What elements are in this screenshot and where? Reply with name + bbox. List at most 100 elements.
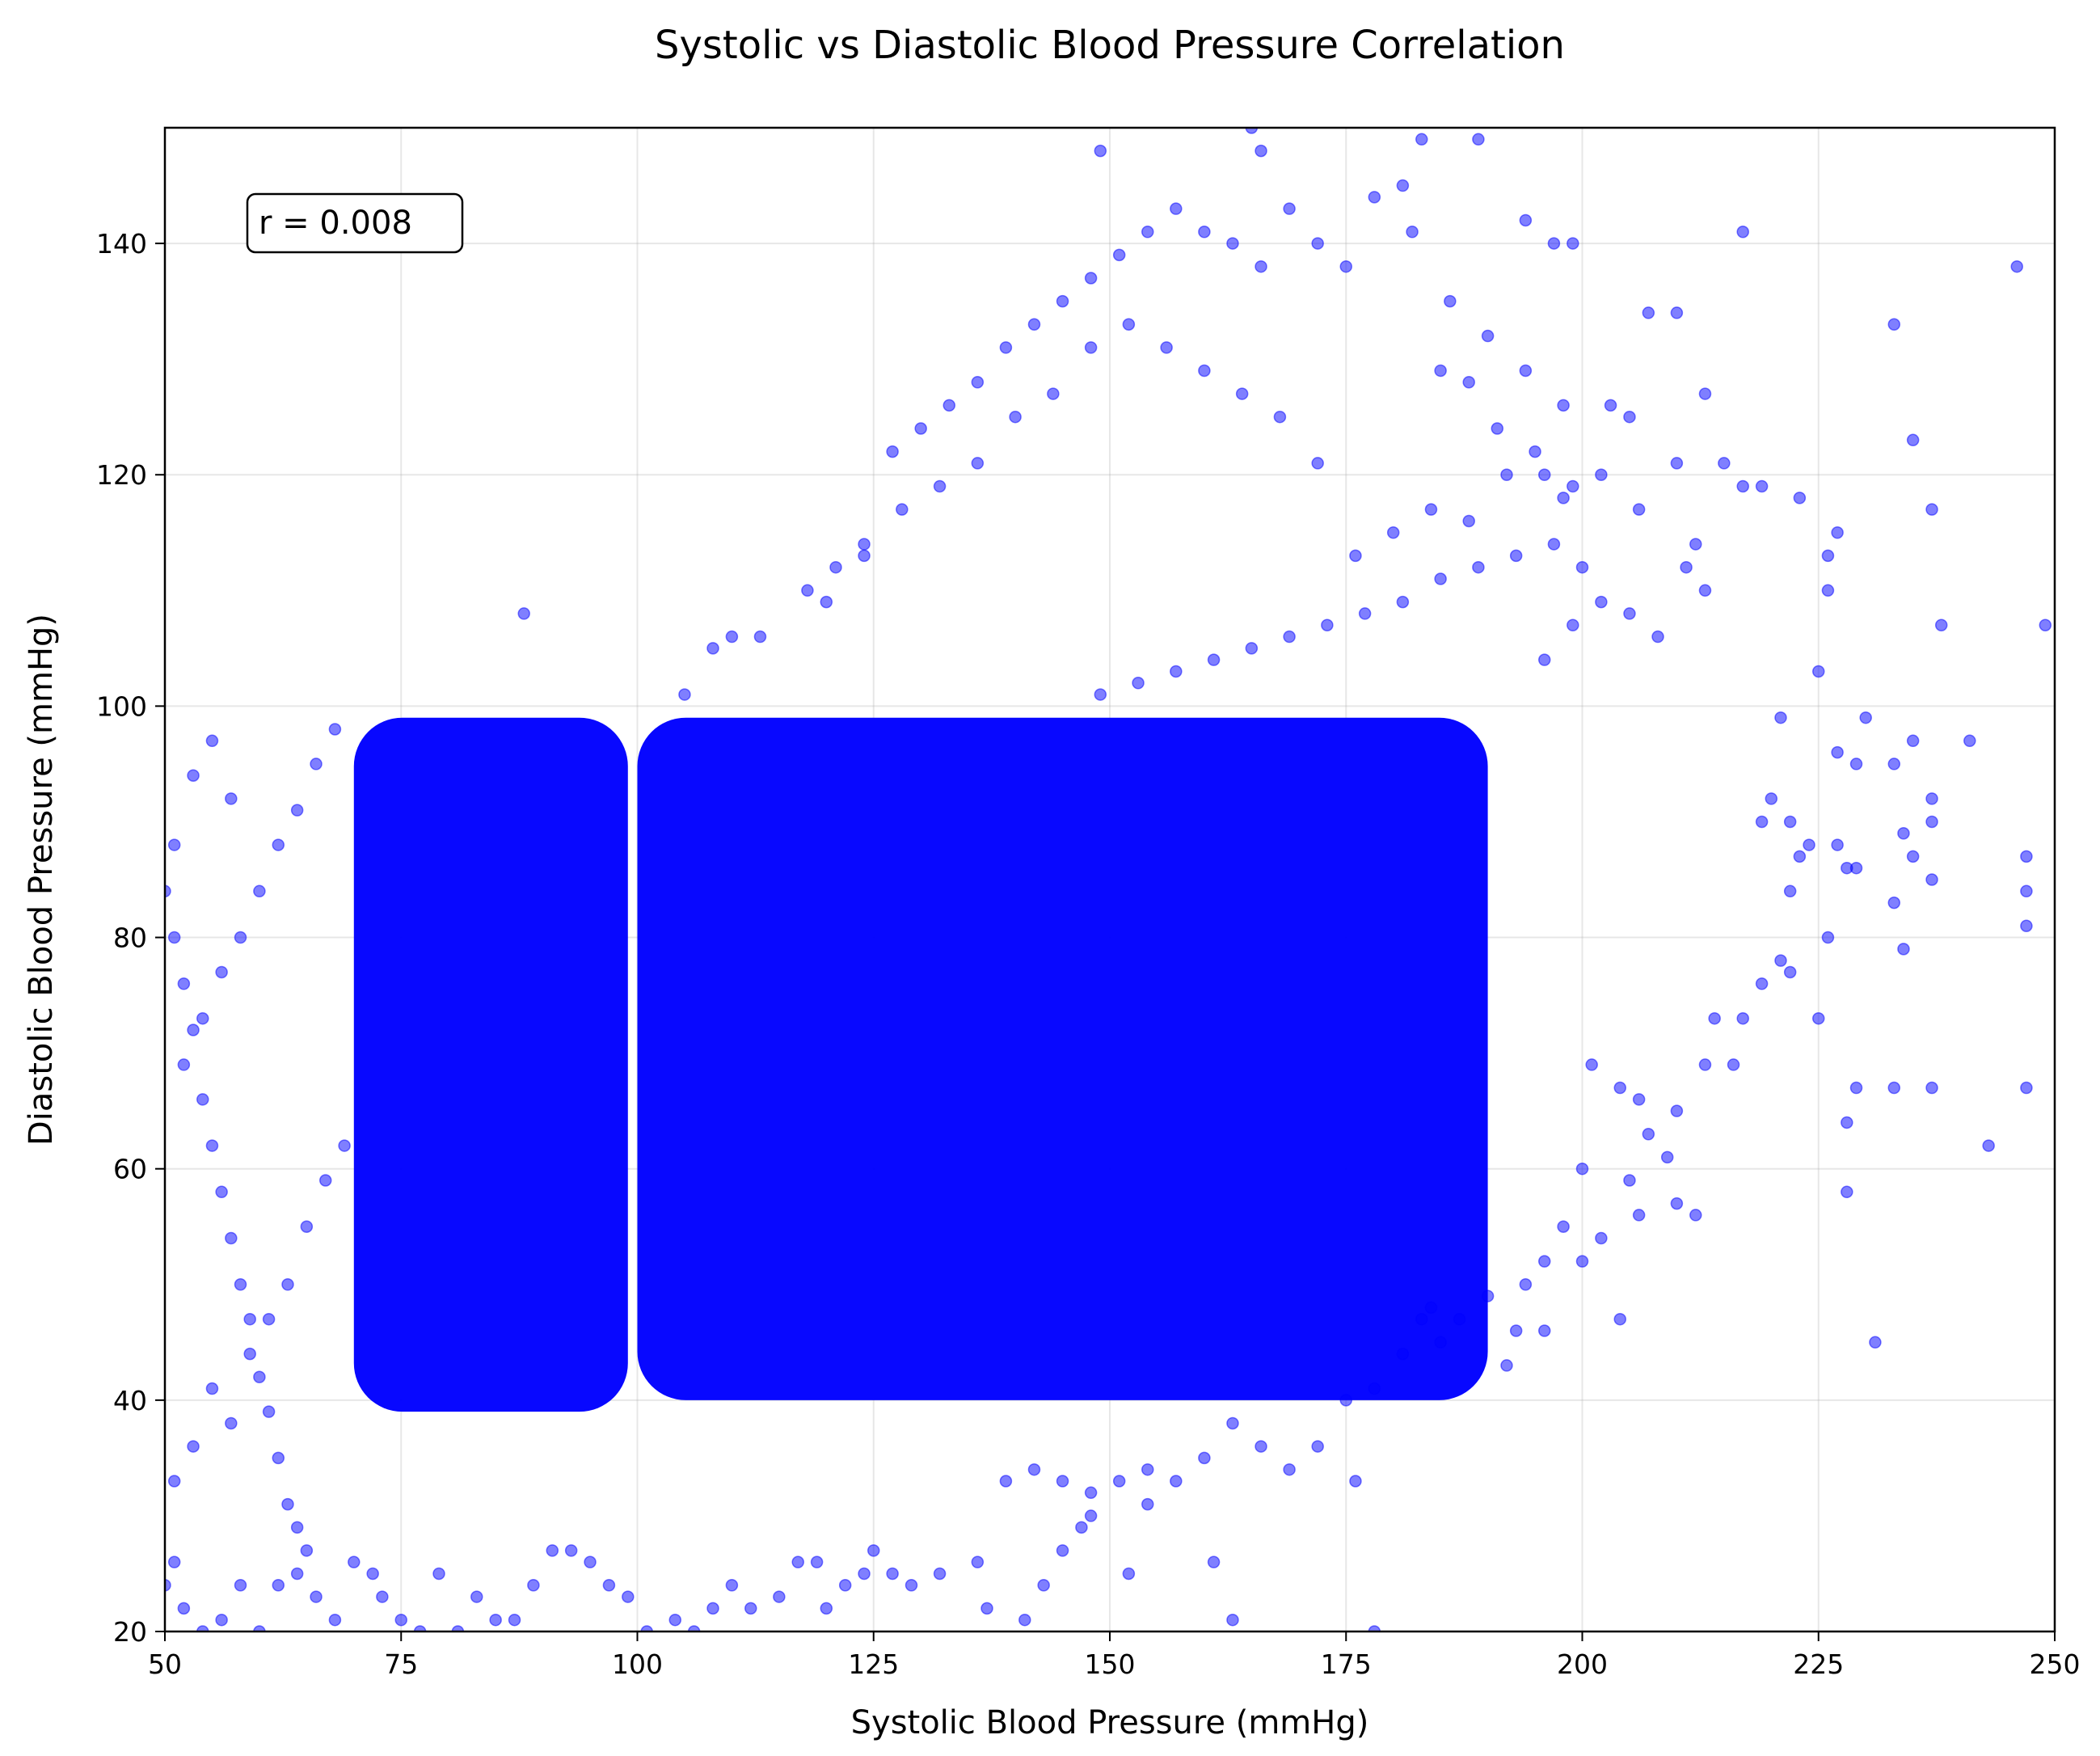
scatter-point xyxy=(225,1231,238,1245)
scatter-point xyxy=(933,1567,947,1581)
scatter-point xyxy=(2020,850,2033,863)
scatter-point xyxy=(668,1613,682,1627)
scatter-point xyxy=(1698,387,1712,400)
scatter-point xyxy=(1349,1475,1362,1488)
scatter-point xyxy=(1925,815,1938,829)
annotation-box xyxy=(246,192,464,254)
scatter-point xyxy=(1349,549,1362,563)
scatter-point xyxy=(1415,133,1428,146)
scatter-point xyxy=(1755,479,1769,493)
scatter-point xyxy=(1642,1128,1655,1141)
scatter-point xyxy=(1632,1093,1646,1106)
scatter-point xyxy=(328,723,342,736)
scatter-point xyxy=(253,1625,266,1631)
scatter-point xyxy=(1783,884,1797,898)
scatter-point xyxy=(527,1579,540,1592)
scatter-point xyxy=(1557,399,1570,412)
scatter-point xyxy=(1793,492,1807,504)
scatter-point xyxy=(1906,850,1920,863)
x-axis-label: Systolic Blood Pressure (mmHg) xyxy=(851,1704,1369,1741)
scatter-point xyxy=(1755,815,1769,829)
scatter-point xyxy=(1680,560,1693,574)
scatter-point xyxy=(1094,144,1107,158)
scatter-point xyxy=(980,1602,993,1615)
scatter-point xyxy=(290,1567,304,1581)
scatter-point xyxy=(896,503,909,516)
scatter-point xyxy=(177,977,191,990)
scatter-point xyxy=(1122,318,1136,331)
scatter-point xyxy=(1821,549,1835,563)
scatter-point xyxy=(1831,526,1844,539)
scatter-point xyxy=(1009,410,1022,424)
x-tick-label: 150 xyxy=(1085,1648,1136,1680)
scatter-point xyxy=(196,1093,209,1106)
scatter-point xyxy=(1547,237,1561,250)
scatter-point xyxy=(1869,1336,1882,1349)
scatter-point xyxy=(744,1602,757,1615)
scatter-point xyxy=(1623,607,1636,620)
scatter-point xyxy=(1500,1359,1513,1372)
scatter-point xyxy=(205,1139,219,1152)
scatter-point xyxy=(1311,1440,1324,1453)
scatter-point xyxy=(272,1579,285,1592)
y-tick-label: 120 xyxy=(96,459,147,491)
scatter-point xyxy=(564,1544,578,1557)
scatter-point xyxy=(820,1602,833,1615)
chart-title: Systolic vs Diastolic Blood Pressure Cor… xyxy=(655,23,1565,68)
scatter-point xyxy=(215,1613,228,1627)
scatter-point xyxy=(1434,364,1447,378)
scatter-point xyxy=(1595,468,1608,481)
scatter-point xyxy=(1235,387,1249,400)
scatter-point xyxy=(1595,595,1608,609)
scatter-point xyxy=(640,1625,653,1631)
scatter-point xyxy=(281,1497,294,1511)
x-tick-label: 50 xyxy=(148,1648,182,1680)
x-tick-label: 250 xyxy=(2030,1648,2081,1680)
scatter-point xyxy=(1198,1451,1211,1465)
scatter-point xyxy=(1170,665,1183,678)
scatter-point xyxy=(167,1555,181,1568)
scatter-point xyxy=(1198,226,1211,238)
scatter-point xyxy=(1887,758,1901,770)
scatter-point xyxy=(1670,1104,1684,1117)
scatter-point xyxy=(1075,1521,1088,1534)
scatter-point xyxy=(791,1555,804,1568)
scatter-point xyxy=(838,1579,852,1592)
scatter-point xyxy=(1368,1625,1381,1631)
scatter-point xyxy=(234,1579,247,1592)
scatter-point xyxy=(1821,584,1835,597)
scatter-point xyxy=(886,1567,899,1581)
scatter-point xyxy=(262,1312,276,1326)
scatter-point xyxy=(2039,618,2052,631)
scatter-point xyxy=(215,1185,228,1199)
scatter-point xyxy=(1358,607,1372,620)
scatter-point xyxy=(205,734,219,748)
scatter-point xyxy=(546,1544,559,1557)
scatter-point xyxy=(1453,1312,1466,1326)
scatter-point xyxy=(167,1475,181,1488)
correlation-annotation: r = 0.008 xyxy=(246,192,464,254)
scatter-point xyxy=(886,445,899,458)
scatter-point xyxy=(1537,1324,1551,1337)
scatter-point xyxy=(687,1625,701,1631)
scatter-point xyxy=(1585,1058,1598,1071)
scatter-point xyxy=(1821,931,1835,944)
scatter-point xyxy=(196,1011,209,1025)
scatter-point xyxy=(225,1416,238,1430)
scatter-point xyxy=(1245,128,1259,134)
scatter-point xyxy=(829,560,842,574)
scatter-point xyxy=(1537,1255,1551,1268)
scatter-point xyxy=(1537,653,1551,666)
scatter-point xyxy=(1906,433,1920,447)
scatter-point xyxy=(196,1625,209,1631)
scatter-point xyxy=(1094,688,1107,701)
scatter-point xyxy=(2020,884,2033,898)
y-axis-label: Diastolic Blood Pressure (mmHg) xyxy=(23,614,60,1146)
scatter-point xyxy=(376,1590,389,1603)
scatter-point xyxy=(167,838,181,851)
scatter-point xyxy=(1698,1058,1712,1071)
scatter-point xyxy=(205,1382,219,1395)
annotation-text: r = 0.008 xyxy=(259,205,412,242)
scatter-point xyxy=(225,792,238,805)
scatter-point xyxy=(1925,503,1938,516)
